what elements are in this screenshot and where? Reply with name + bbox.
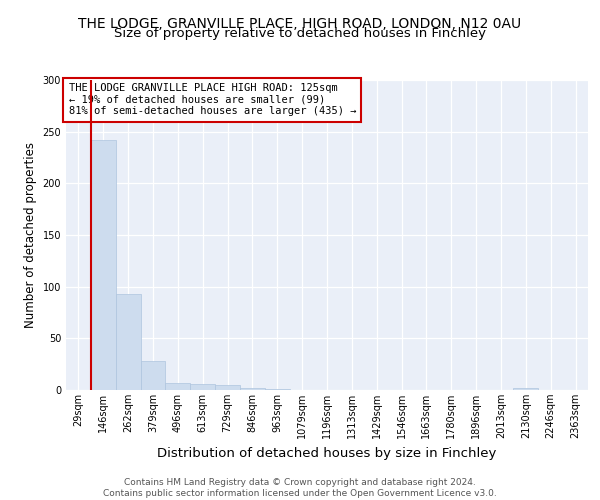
Text: Size of property relative to detached houses in Finchley: Size of property relative to detached ho… — [114, 28, 486, 40]
Bar — [190, 384, 215, 390]
Bar — [116, 294, 140, 390]
Bar — [91, 140, 116, 390]
X-axis label: Distribution of detached houses by size in Finchley: Distribution of detached houses by size … — [157, 446, 497, 460]
Bar — [265, 389, 290, 390]
Text: THE LODGE GRANVILLE PLACE HIGH ROAD: 125sqm
← 19% of detached houses are smaller: THE LODGE GRANVILLE PLACE HIGH ROAD: 125… — [68, 83, 356, 116]
Bar — [166, 383, 190, 390]
Bar — [514, 388, 538, 390]
Bar — [215, 385, 240, 390]
Text: THE LODGE, GRANVILLE PLACE, HIGH ROAD, LONDON, N12 0AU: THE LODGE, GRANVILLE PLACE, HIGH ROAD, L… — [79, 18, 521, 32]
Text: Contains HM Land Registry data © Crown copyright and database right 2024.
Contai: Contains HM Land Registry data © Crown c… — [103, 478, 497, 498]
Bar — [240, 388, 265, 390]
Bar — [140, 361, 166, 390]
Y-axis label: Number of detached properties: Number of detached properties — [24, 142, 37, 328]
